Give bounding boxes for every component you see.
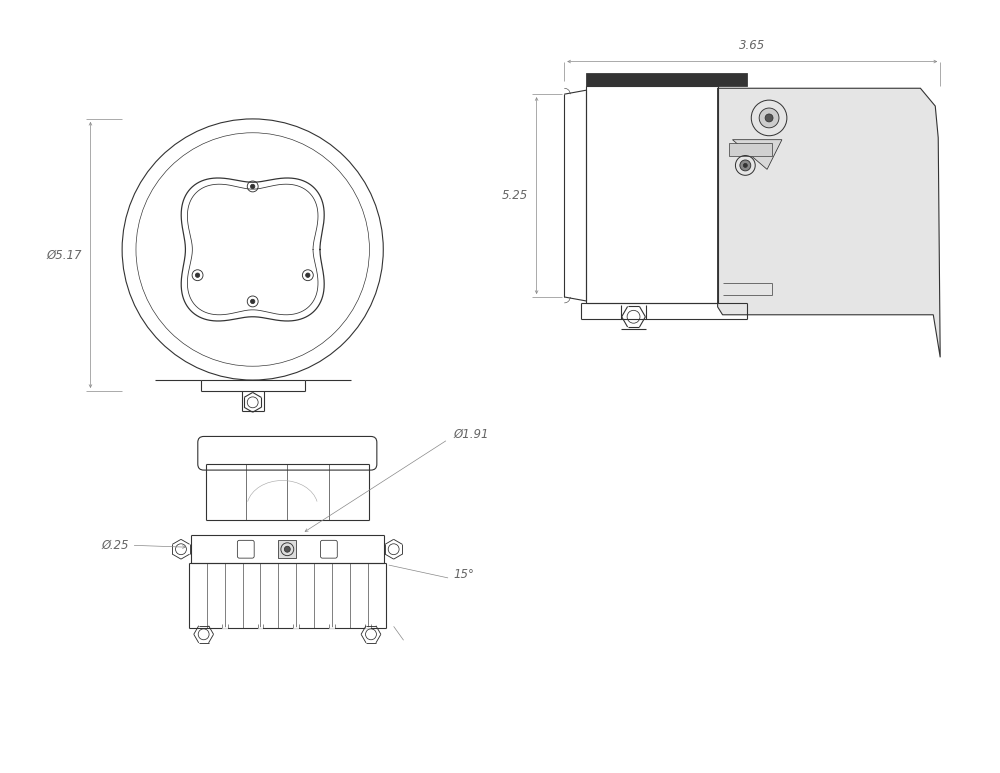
Text: 3.65: 3.65 [739,39,765,52]
Circle shape [284,547,290,552]
Polygon shape [729,143,772,155]
Text: 15°: 15° [453,568,474,581]
Circle shape [306,273,310,278]
Text: Ø5.17: Ø5.17 [46,248,82,261]
Circle shape [765,114,773,122]
Text: Ø.25: Ø.25 [102,539,129,552]
Circle shape [740,160,751,171]
Circle shape [251,184,255,189]
Polygon shape [732,140,782,169]
Text: Ø1.91: Ø1.91 [453,428,489,441]
Polygon shape [278,540,296,558]
Circle shape [251,299,255,304]
Text: 5.25: 5.25 [501,189,528,202]
Polygon shape [718,88,940,357]
Circle shape [195,273,200,278]
Bar [586,73,747,87]
Circle shape [759,108,779,128]
Circle shape [743,163,747,168]
